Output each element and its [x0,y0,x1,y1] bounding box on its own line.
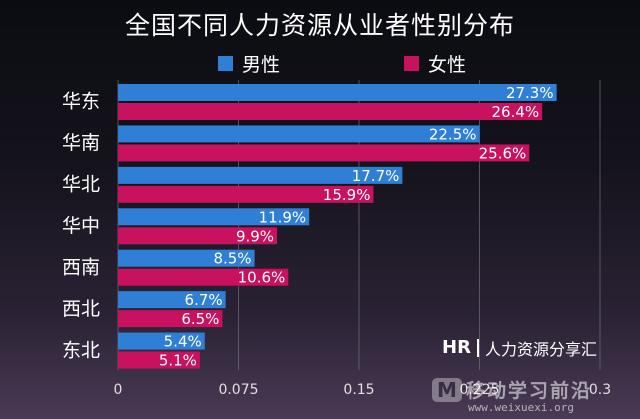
legend-item-female: 女性 [404,50,466,77]
data-label-male: 11.9% [259,208,307,226]
category-label: 华南 [62,132,100,154]
bar-female [118,185,374,203]
data-label-male: 6.7% [185,291,223,309]
watermark-title: 移动学习前沿 [466,380,593,402]
x-tick-label: 0.075 [218,382,258,398]
brand-logo: HR [442,339,479,357]
bar-male [118,125,480,143]
data-label-female: 10.6% [238,269,286,287]
legend-swatch-female [404,56,419,71]
data-label-female: 9.9% [236,227,274,245]
bar-female [118,227,278,245]
bar-male [118,208,310,226]
legend-swatch-male [218,56,233,71]
data-label-female: 5.1% [159,352,197,370]
bar-male [118,166,403,184]
bar-female [118,144,530,162]
bar-male [118,291,226,309]
watermark: M 移动学习前沿 www.weixuexi.org [432,376,640,419]
category-label: 华北 [62,174,100,196]
data-label-male: 8.5% [213,250,251,268]
chart-title: 全国不同人力资源从业者性别分布 [124,11,515,40]
category-label: 华东 [62,91,100,113]
x-tick-label: 0 [114,382,123,398]
category-label: 西南 [62,256,100,278]
category-label: 华中 [62,215,100,237]
bar-male [118,249,255,267]
legend-label-male: 男性 [242,54,281,76]
x-tick-label: 0.3 [589,382,611,398]
bar-female [118,268,289,286]
brand-name: 人力资源分享汇 [484,340,597,359]
watermark-url: www.weixuexi.org [468,401,574,414]
watermark-logo-icon: M [432,378,462,402]
data-label-male: 22.5% [429,125,477,143]
data-label-female: 26.4% [492,103,540,121]
category-label: 东北 [62,339,100,361]
bar-male [118,84,557,101]
bar-female [118,310,223,328]
legend-label-female: 女性 [428,54,467,76]
data-label-female: 6.5% [181,310,219,328]
data-label-female: 25.6% [479,144,527,162]
legend-item-male: 男性 [218,50,280,77]
x-tick-label: 0.225 [459,382,499,398]
bar-female [118,351,200,369]
bar-male [118,332,205,350]
data-label-male: 17.7% [352,167,400,185]
brand: HR 人力资源分享汇 [442,336,597,360]
bar-female [118,103,543,120]
data-label-female: 15.9% [323,186,371,204]
data-label-male: 27.3% [506,84,554,102]
category-label: 西北 [62,298,100,320]
legend: 男性 女性 [0,50,640,77]
x-tick-label: 0.15 [343,382,374,398]
data-label-male: 5.4% [164,333,202,351]
